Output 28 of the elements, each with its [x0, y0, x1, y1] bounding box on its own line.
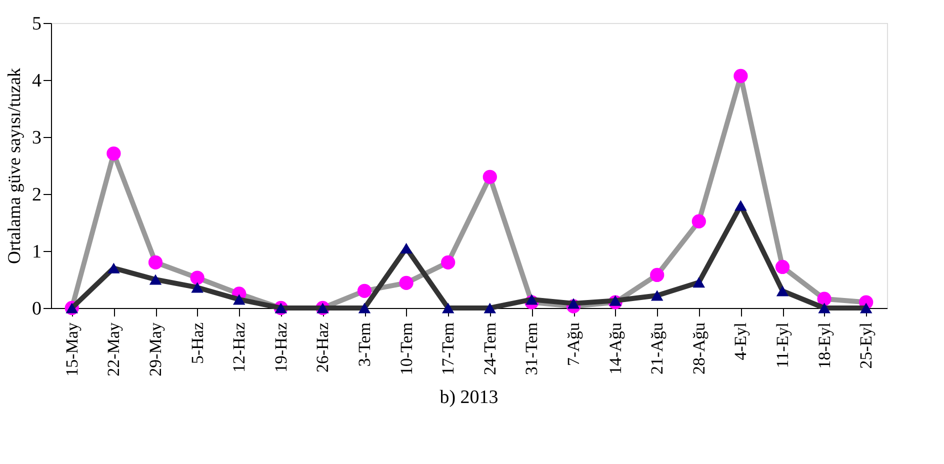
x-tick-label: 4-Eyl: [731, 322, 750, 360]
y-tick-label: 4: [32, 70, 42, 92]
x-tick-label: 7-Ağu: [564, 322, 583, 366]
x-tick-label: 17-Tem: [438, 322, 458, 376]
text: b) 2013: [440, 386, 498, 408]
x-tick-label: 31-Tem: [522, 322, 542, 376]
x-tick-label: 26-Haz: [313, 322, 332, 373]
x-tick-label: 22-May: [104, 322, 124, 376]
x-tick-label: 29-May: [146, 322, 165, 376]
x-tick-label: 24-Tem: [480, 322, 500, 376]
y-tick-label: 3: [32, 128, 42, 148]
y-tick-label: 2: [32, 184, 42, 206]
x-tick-label: 10-Tem: [396, 322, 416, 376]
y-tick-label: 1: [32, 242, 42, 262]
x-tick-label: 11-Eyl: [773, 322, 792, 368]
y-axis-title: Ortalama güve sayısı/tuzak: [4, 68, 24, 264]
x-tick-label: 12-Haz: [230, 322, 249, 373]
x-tick-label: 18-Eyl: [814, 322, 834, 369]
x-tick-label: 19-Haz: [271, 322, 290, 373]
x-tick-label: 15-May: [62, 322, 82, 376]
x-tick-label: 25-Eyl: [856, 322, 876, 369]
x-tick-label: 3-Tem: [355, 322, 374, 367]
x-tick-label: 28-Ağu: [689, 322, 708, 374]
y-tick-label: 5: [32, 14, 42, 34]
y-tick-label: 0: [32, 298, 42, 320]
x-tick-label: 21-Ağu: [648, 322, 667, 374]
x-tick-label: 5-Haz: [188, 322, 207, 364]
x-tick-label: 14-Ağu: [606, 322, 625, 374]
